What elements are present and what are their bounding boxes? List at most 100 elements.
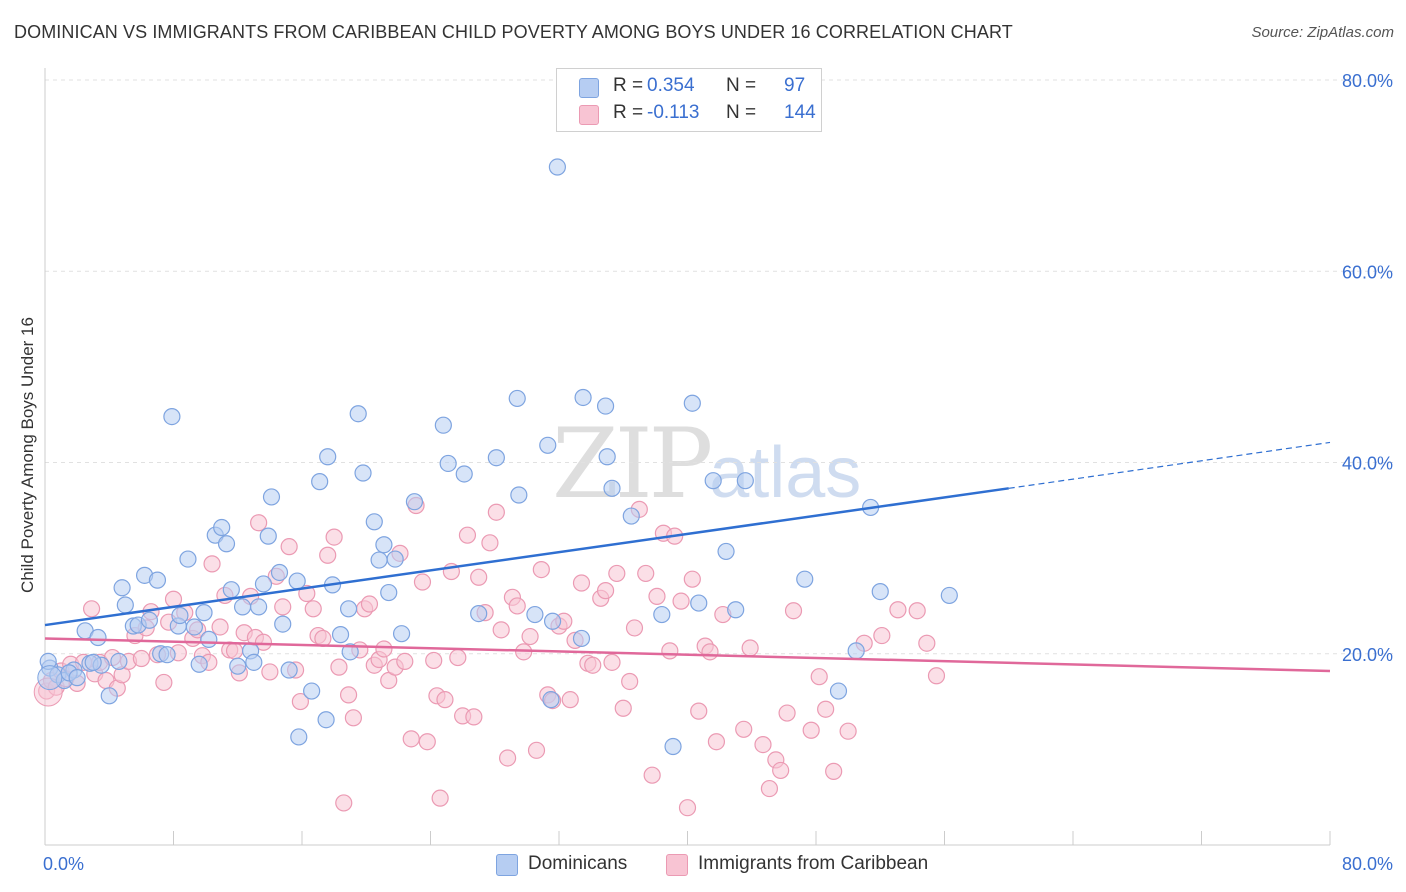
pink-point — [532, 560, 550, 579]
blue-point — [349, 405, 367, 423]
y-tick-label: 20.0% — [1342, 645, 1393, 665]
blue-point — [341, 643, 359, 661]
pink-point — [261, 663, 279, 681]
watermark-atlas: atlas — [709, 433, 862, 513]
pink-point — [648, 587, 666, 605]
pink-point — [772, 761, 790, 780]
blue-point — [847, 642, 865, 660]
y-axis-label: Child Poverty Among Boys Under 16 — [18, 317, 37, 593]
pink-point — [487, 503, 505, 521]
blue-point — [163, 408, 181, 426]
legend-label: Immigrants from Caribbean — [698, 853, 929, 874]
pink-point — [683, 570, 701, 588]
pink-point — [449, 648, 467, 667]
blue-point — [37, 665, 63, 691]
blue-point — [290, 728, 308, 746]
blue-point — [386, 550, 404, 568]
blue-point — [229, 657, 247, 675]
pink-point — [319, 546, 337, 564]
pink-point — [661, 642, 679, 660]
blue-swatch — [496, 854, 518, 876]
pink-point — [754, 735, 772, 754]
pink-point — [643, 766, 661, 784]
blue-point — [526, 605, 544, 624]
blue-point — [179, 550, 197, 568]
pink-point — [250, 514, 268, 532]
blue-point — [303, 682, 321, 700]
pink-trend-line — [44, 637, 1331, 673]
blue-point — [140, 611, 159, 629]
pink-point — [360, 595, 379, 613]
pink-point — [425, 651, 443, 670]
pink-point — [344, 709, 362, 727]
pink-point — [314, 629, 332, 648]
pink-point — [625, 619, 644, 637]
y-tick-label: 40.0% — [1342, 454, 1393, 474]
blue-point — [380, 583, 398, 602]
pink-point — [784, 602, 803, 620]
r-label: R = — [613, 75, 644, 96]
blue-point — [439, 454, 457, 473]
blue-point — [245, 653, 263, 671]
pink-point — [132, 649, 150, 668]
pink-point — [701, 643, 719, 661]
pink-point — [596, 582, 615, 600]
legend-label: Dominicans — [528, 853, 628, 874]
pink-point — [927, 667, 946, 685]
pink-point — [155, 673, 173, 692]
blue-trend-line — [44, 487, 1009, 627]
blue-point — [704, 472, 722, 490]
blue-point — [222, 581, 240, 599]
blue-point — [116, 596, 134, 614]
trend-lines — [44, 441, 1331, 673]
n-label: N = — [726, 75, 757, 96]
pink-point — [839, 722, 857, 740]
blue-point — [455, 465, 473, 483]
pink-point — [825, 762, 843, 780]
blue-point — [280, 661, 298, 679]
pink-point — [603, 653, 621, 671]
pink-point — [470, 568, 488, 586]
blue-point — [113, 579, 131, 597]
pink-point — [82, 600, 101, 618]
blue-point — [508, 389, 526, 408]
blue-point — [185, 618, 203, 636]
pink-point — [908, 602, 926, 620]
blue-point — [84, 653, 102, 671]
source-note: Source: ZipAtlas.com — [1251, 24, 1394, 41]
blue-point — [539, 436, 557, 454]
blue-point — [664, 737, 682, 756]
pink-swatch — [579, 105, 599, 125]
pink-point — [225, 642, 244, 660]
pink-point — [330, 658, 348, 676]
blue-point — [829, 682, 848, 700]
blue-point — [717, 542, 735, 561]
r-value: 0.354 — [647, 75, 695, 96]
blue-point — [250, 598, 268, 616]
pink-point — [291, 692, 309, 711]
blue-series-points — [37, 158, 958, 756]
blue-point — [727, 601, 745, 619]
blue-trend-extension — [1008, 441, 1331, 489]
pink-point — [741, 639, 759, 657]
blue-point — [543, 612, 562, 630]
blue-point — [259, 527, 277, 545]
pink-point — [418, 733, 436, 751]
blue-point — [288, 572, 306, 590]
pink-point — [280, 538, 298, 556]
blue-point — [690, 594, 708, 612]
blue-point — [622, 507, 640, 525]
blue-point — [796, 570, 814, 588]
x-tick-label: 0.0% — [43, 854, 84, 874]
pink-point — [707, 733, 726, 751]
blue-point — [405, 493, 424, 511]
blue-point — [542, 691, 560, 709]
axes — [44, 68, 1331, 846]
pink-point — [889, 601, 907, 619]
blue-point — [370, 551, 388, 569]
pink-point — [375, 640, 393, 658]
blue-point — [940, 586, 958, 605]
pink-point — [572, 574, 591, 592]
blue-point — [871, 582, 889, 601]
blue-point — [574, 388, 592, 407]
